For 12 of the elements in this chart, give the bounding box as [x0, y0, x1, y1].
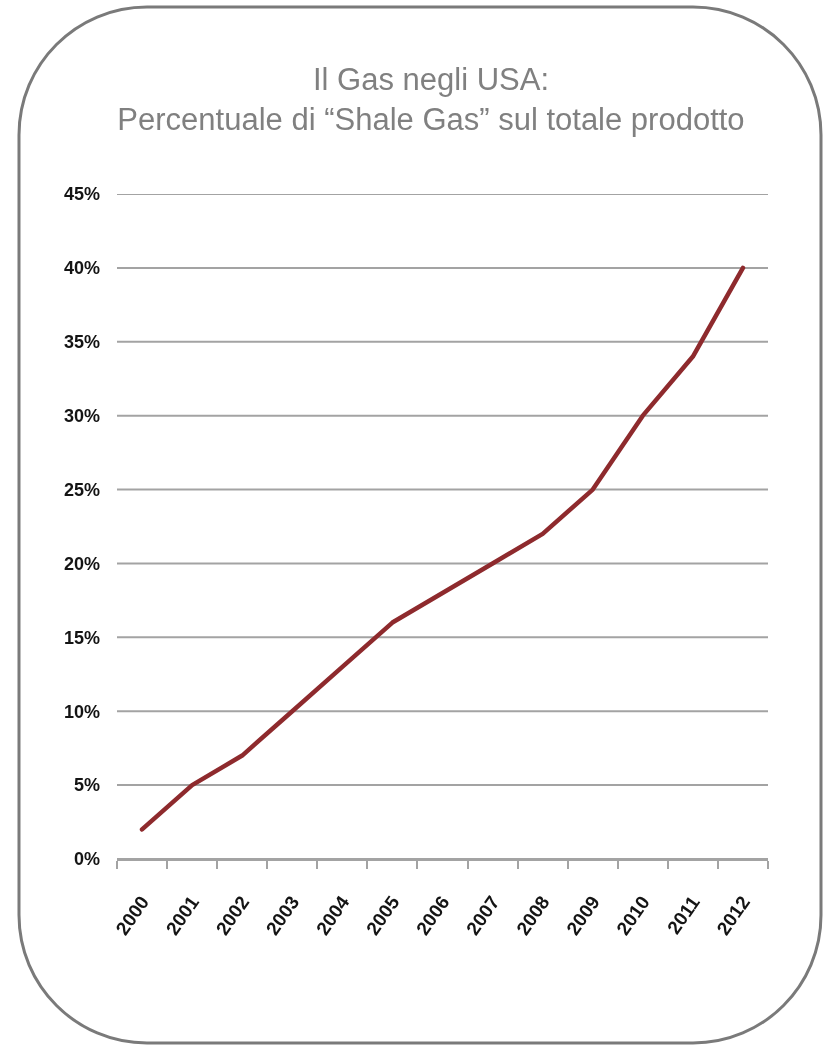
y-tick-label: 25% [63, 479, 100, 500]
y-tick-label: 0% [73, 849, 100, 870]
y-tick-label: 10% [63, 701, 100, 722]
line-series [139, 265, 746, 832]
y-tick-label: 5% [73, 775, 100, 796]
y-tick-label: 45% [63, 184, 100, 205]
y-tick-label: 35% [63, 332, 100, 353]
y-tick-label: 40% [63, 258, 100, 279]
y-tick-label: 30% [63, 405, 100, 426]
y-tick-label: 20% [63, 553, 100, 574]
chart-title: Il Gas negli USA: Percentuale di “Shale Gas” sul totale prodotto [117, 62, 745, 138]
y-tick-label: 15% [63, 627, 100, 648]
